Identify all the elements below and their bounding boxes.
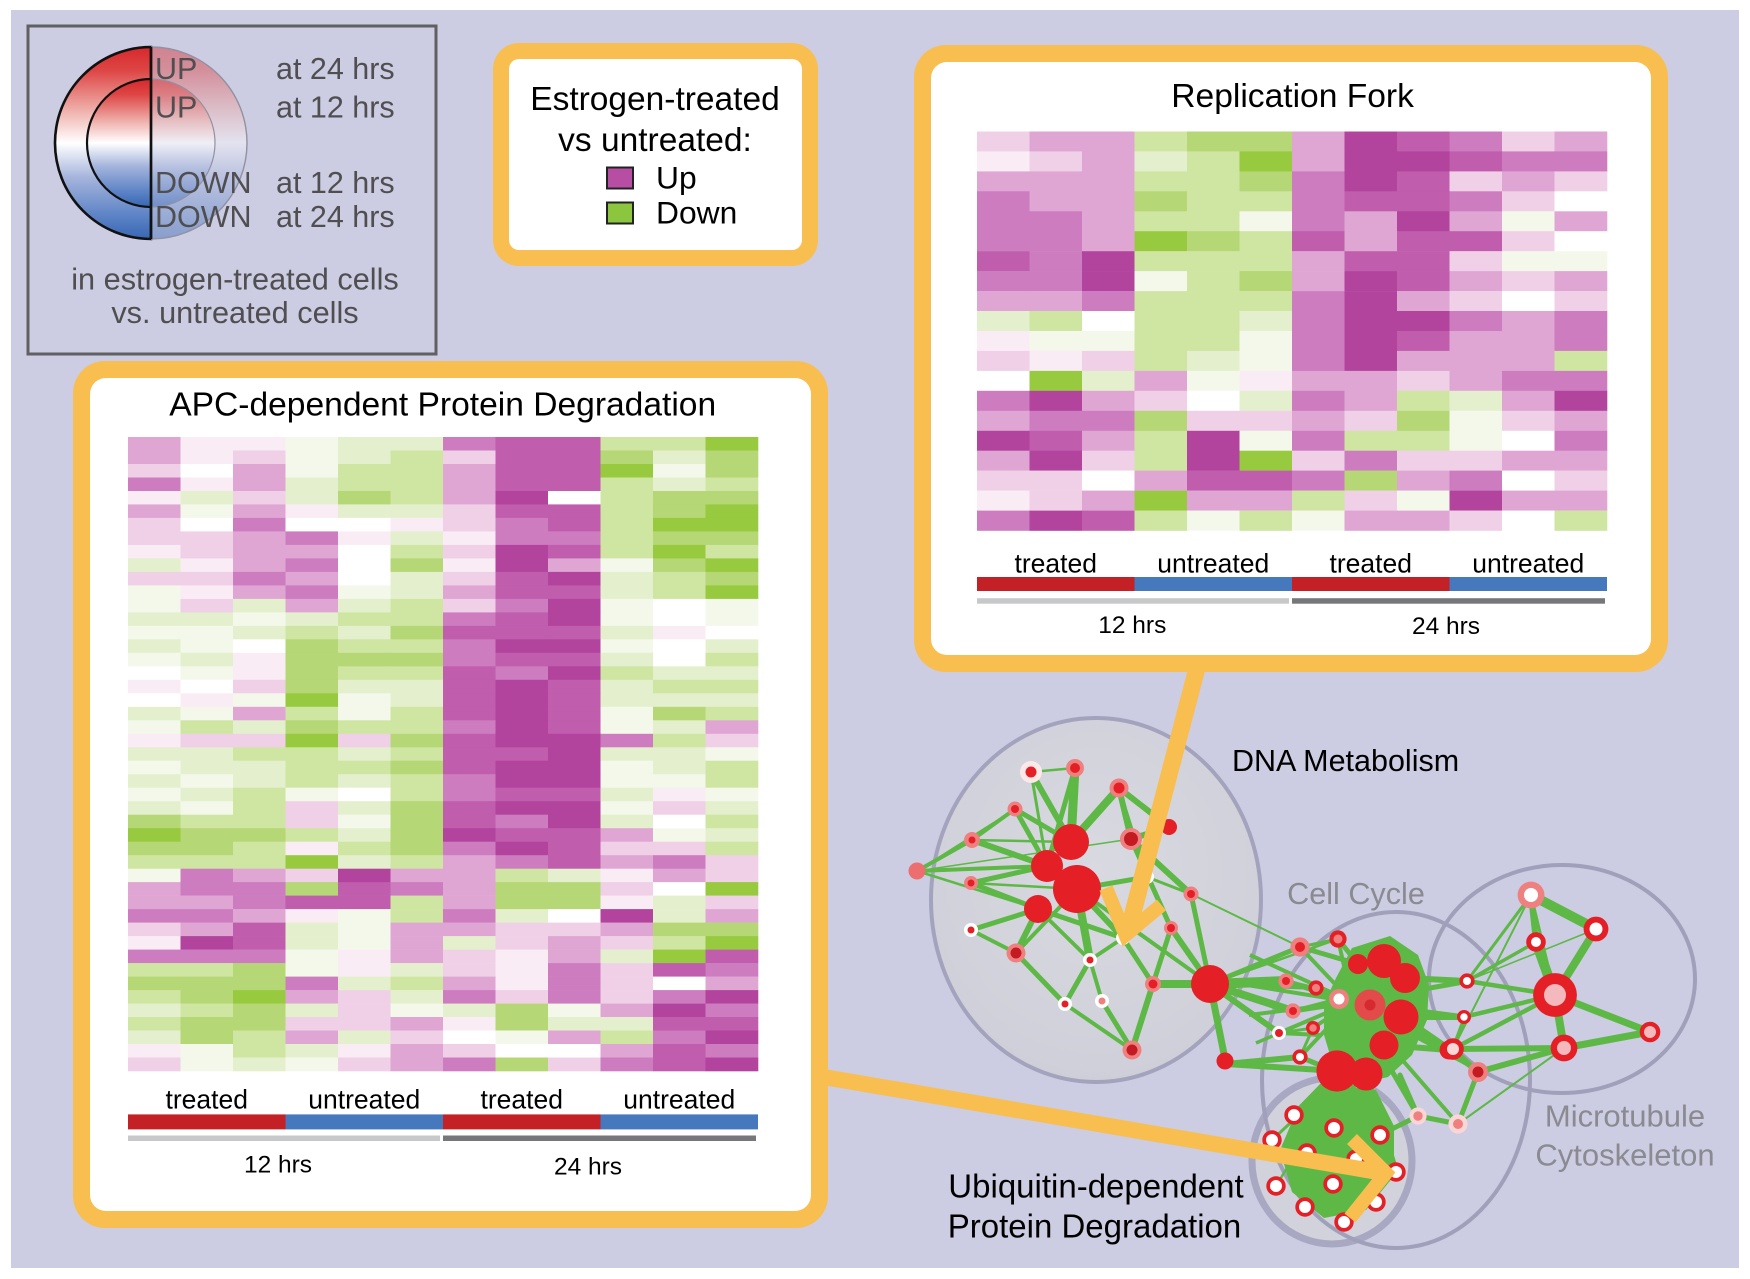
svg-text:at 12 hrs: at 12 hrs	[276, 91, 395, 125]
svg-text:Protein Degradation: Protein Degradation	[948, 1208, 1242, 1245]
svg-text:treated: treated	[1329, 548, 1412, 578]
svg-text:24 hrs: 24 hrs	[1412, 613, 1480, 640]
svg-text:DNA Metabolism: DNA Metabolism	[1232, 744, 1459, 778]
svg-text:untreated: untreated	[308, 1085, 420, 1115]
svg-text:at 12 hrs: at 12 hrs	[276, 166, 395, 200]
svg-text:treated: treated	[480, 1085, 563, 1115]
svg-text:at 24 hrs: at 24 hrs	[276, 52, 395, 86]
svg-text:DOWN: DOWN	[155, 166, 252, 200]
svg-text:24 hrs: 24 hrs	[554, 1154, 622, 1181]
svg-text:vs. untreated cells: vs. untreated cells	[111, 295, 358, 330]
svg-text:untreated: untreated	[623, 1085, 735, 1115]
svg-text:Cytoskeleton: Cytoskeleton	[1535, 1138, 1714, 1173]
svg-text:treated: treated	[1014, 548, 1097, 578]
svg-text:APC-dependent Protein Degradat: APC-dependent Protein Degradation	[169, 386, 716, 423]
svg-text:12 hrs: 12 hrs	[244, 1152, 312, 1179]
svg-text:Down: Down	[656, 194, 737, 230]
svg-text:Cell Cycle: Cell Cycle	[1287, 877, 1425, 911]
svg-text:12 hrs: 12 hrs	[1098, 612, 1166, 639]
svg-text:Replication Fork: Replication Fork	[1171, 78, 1414, 115]
svg-text:Microtubule: Microtubule	[1545, 1098, 1705, 1133]
svg-text:in estrogen-treated cells: in estrogen-treated cells	[71, 262, 399, 297]
svg-text:DOWN: DOWN	[155, 200, 252, 234]
svg-text:treated: treated	[165, 1085, 248, 1115]
svg-text:Estrogen-treated: Estrogen-treated	[530, 81, 780, 118]
svg-text:untreated: untreated	[1157, 548, 1269, 578]
svg-text:Up: Up	[656, 159, 697, 195]
svg-text:UP: UP	[155, 91, 197, 125]
svg-text:Ubiquitin-dependent: Ubiquitin-dependent	[948, 1168, 1243, 1205]
svg-text:vs untreated:: vs untreated:	[558, 122, 752, 159]
svg-text:at 24 hrs: at 24 hrs	[276, 200, 395, 234]
svg-text:untreated: untreated	[1472, 548, 1584, 578]
svg-text:UP: UP	[155, 52, 197, 86]
